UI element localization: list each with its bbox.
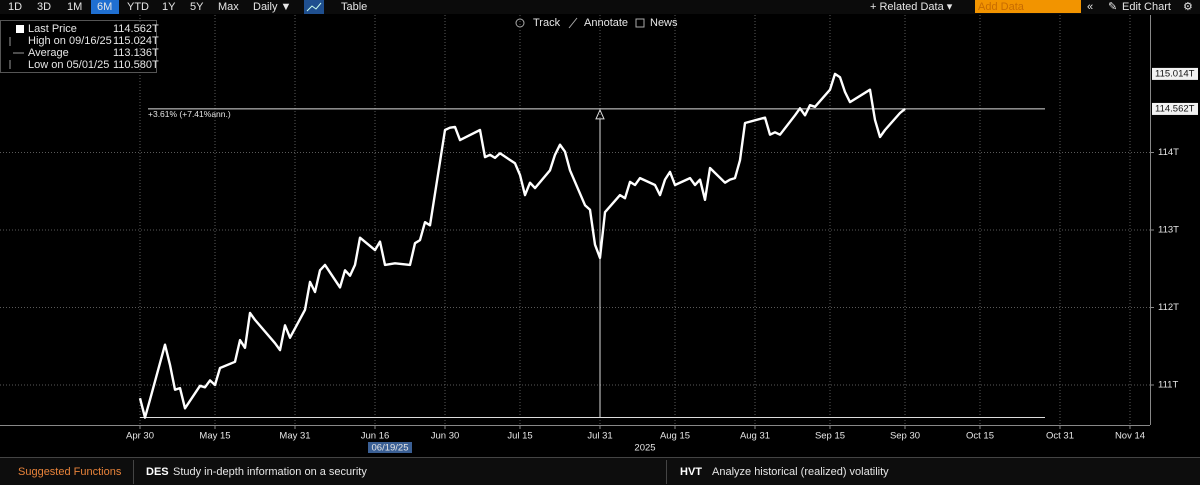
legend-name: Last Price: [28, 23, 77, 35]
x-tick-label: Apr 30: [126, 431, 154, 442]
period-button[interactable]: 5Y: [190, 1, 204, 13]
annotate-button[interactable]: Annotate: [584, 17, 628, 29]
legend-name: Low on 05/01/25: [28, 59, 109, 71]
high-marker-box: [1152, 67, 1198, 80]
add-data-placeholder: Add Data: [978, 1, 1025, 13]
legend-name: Average: [28, 47, 69, 59]
x-tick-label: Oct 31: [1046, 431, 1074, 442]
change-annotation: +3.61% (+7.41%ann.): [148, 109, 231, 119]
annotate-icon: [568, 17, 578, 29]
x-tick-label: Sep 30: [890, 431, 920, 442]
chart-type-icon: [306, 2, 322, 12]
track-button[interactable]: Track: [533, 17, 561, 29]
collapse-icon: «: [1087, 1, 1093, 13]
y-tick-label: 112T: [1158, 302, 1179, 313]
legend-value: 113.136T: [113, 47, 159, 59]
high-marker-label: 115.014T: [1155, 68, 1195, 79]
table-button[interactable]: Table: [341, 1, 367, 13]
settings-icon: ⚙: [1183, 1, 1193, 13]
edit-chart-button[interactable]: Edit Chart: [1122, 1, 1171, 13]
period-button[interactable]: 1M: [67, 1, 82, 13]
legend-value: 115.024T: [113, 35, 159, 47]
x-tick-label: Jun 30: [431, 431, 460, 442]
price-line: [138, 72, 906, 419]
x-tick-label: Jul 15: [507, 431, 532, 442]
period-button[interactable]: 1D: [8, 1, 22, 13]
function-code[interactable]: DES: [146, 466, 169, 478]
x-cursor-label: 06/19/25: [372, 443, 409, 454]
period-button[interactable]: YTD: [127, 1, 149, 13]
x-tick-label: Sep 15: [815, 431, 845, 442]
x-tick-label: Nov 14: [1115, 431, 1145, 442]
period-button[interactable]: Max: [218, 1, 239, 13]
toolbar: [0, 0, 1200, 14]
news-icon: [635, 18, 645, 28]
legend-icons: [9, 37, 24, 69]
active-period-bg: [91, 0, 119, 14]
last-marker-box: [1152, 102, 1198, 115]
function-description[interactable]: Study in-depth information on a security: [173, 466, 367, 478]
legend-name: High on 09/16/25: [28, 35, 112, 47]
y-tick-label: 114T: [1158, 147, 1179, 158]
period-button[interactable]: 3D: [37, 1, 51, 13]
edit-icon: ✎: [1108, 1, 1117, 13]
footer: [0, 458, 1200, 485]
x-tick-label: May 15: [199, 431, 230, 442]
related-data-dropdown[interactable]: + Related Data ▾: [870, 1, 953, 13]
function-description[interactable]: Analyze historical (realized) volatility: [712, 466, 889, 478]
change-arrow: [595, 108, 605, 120]
x-tick-label: Oct 15: [966, 431, 994, 442]
news-button[interactable]: News: [650, 17, 678, 29]
y-tick-label: 113T: [1158, 225, 1179, 236]
legend-value: 114.562T: [113, 23, 159, 35]
add-data-input[interactable]: [975, 0, 1081, 13]
footer-title: Suggested Functions: [18, 466, 122, 478]
chart-tools: Track Annotate News: [515, 17, 678, 29]
period-button[interactable]: 1Y: [162, 1, 176, 13]
legend-swatch: [16, 25, 24, 33]
x-tick-label: Jun 16: [361, 431, 390, 442]
x-tick-label: May 31: [279, 431, 310, 442]
x-year-label: 2025: [634, 443, 655, 454]
legend-box: [0, 20, 157, 73]
function-code[interactable]: HVT: [680, 466, 702, 478]
x-tick-label: Jul 31: [587, 431, 612, 442]
x-cursor-box: [368, 442, 412, 453]
period-button[interactable]: 6M: [97, 1, 112, 13]
legend-value: 110.580T: [113, 59, 159, 71]
frequency-dropdown[interactable]: Daily ▼: [253, 1, 291, 13]
last-marker-label: 114.562T: [1155, 103, 1195, 114]
x-tick-label: Aug 15: [660, 431, 690, 442]
x-tick-label: Aug 31: [740, 431, 770, 442]
y-tick-label: 111T: [1158, 380, 1178, 391]
